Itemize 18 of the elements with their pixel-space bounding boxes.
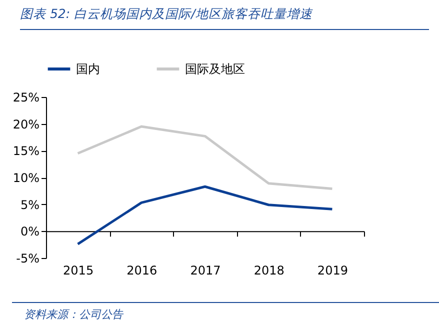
x-tick-label: 2018 [254,264,284,278]
text: 资料来源：公司公告 [12,302,439,322]
x-tick-label: 2019 [317,264,348,278]
y-tick-label: 10% [12,171,40,185]
y-tick-label: 15% [12,144,40,158]
line-series [76,125,334,190]
x-tick-label: 2015 [63,264,94,278]
y-tick-label: 25% [12,90,40,104]
y-tick-label: 0% [20,224,40,239]
y-tick-label: 20% [12,117,40,132]
y-tick-label: 5% [20,198,40,212]
chart-title: 图表 52: 白云机场国内及国际/地区旅客吞吐量增速 [20,6,429,30]
legend-label: 国内 [76,62,100,76]
y-tick-label: -5% [16,252,40,266]
x-tick-label: 2017 [190,264,221,278]
x-tick-label: 2016 [126,264,158,278]
legend-label: 国际及地区 [185,62,245,76]
line-series [76,185,334,246]
